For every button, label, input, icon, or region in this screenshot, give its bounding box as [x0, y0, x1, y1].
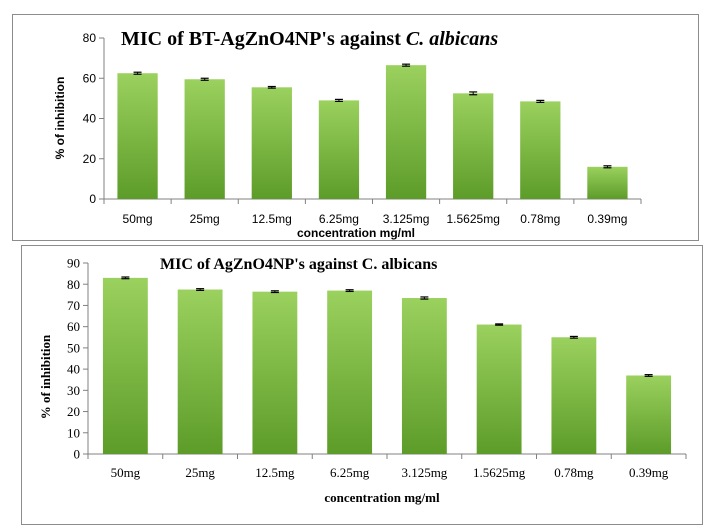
x-axis-label: concentration mg/ml: [297, 226, 415, 240]
y-tick-label: 40: [83, 112, 97, 126]
chart-panel-top: MIC of BT-AgZnO4NP's against C. albicans…: [12, 14, 699, 241]
x-tick-label: 12.5mg: [252, 212, 292, 226]
bar-0.78mg: [520, 101, 561, 199]
x-tick-label: 0.39mg: [629, 465, 669, 480]
bar-0.39mg: [587, 166, 628, 199]
y-axis-label: % of inhibition: [38, 334, 53, 419]
bar-chart-bt-agzno4np: MIC of BT-AgZnO4NP's against C. albicans…: [53, 28, 642, 240]
bar-25mg: [184, 79, 225, 199]
y-tick-label: 20: [67, 404, 80, 419]
y-tick-label: 0: [89, 192, 96, 206]
x-tick-label: 0.39mg: [587, 212, 627, 226]
y-tick-label: 40: [67, 362, 80, 377]
x-tick-label: 3.125mg: [401, 465, 447, 480]
x-tick-label: 0.78mg: [520, 212, 560, 226]
x-tick-label: 12.5mg: [255, 465, 295, 480]
bar-12.5mg: [251, 87, 292, 199]
y-tick-label: 20: [83, 152, 97, 166]
x-tick-label: 50mg: [123, 212, 153, 226]
y-tick-label: 60: [83, 71, 97, 85]
x-tick-label: 3.125mg: [383, 212, 430, 226]
x-tick-label: 1.5625mg: [473, 465, 526, 480]
y-tick-label: 70: [67, 298, 80, 313]
bar-6.25mg: [327, 290, 373, 454]
y-tick-label: 0: [74, 447, 81, 462]
chart-title: MIC of BT-AgZnO4NP's against C. albicans: [121, 28, 498, 50]
chart-title-italic: C. albicans: [406, 28, 498, 50]
x-tick-label: 6.25mg: [330, 465, 370, 480]
bar-50mg: [117, 73, 158, 199]
bar-25mg: [177, 289, 223, 454]
chart-title: MIC of AgZnO4NP's against C. albicans: [160, 256, 437, 273]
x-tick-label: 6.25mg: [319, 212, 359, 226]
bar-3.125mg: [385, 65, 427, 199]
chart-title-main: MIC of BT-AgZnO4NP's against: [121, 28, 401, 50]
y-tick-label: 80: [83, 31, 97, 45]
y-tick-label: 50: [67, 340, 80, 355]
y-tick-label: 60: [67, 319, 80, 334]
y-tick-label: 90: [67, 256, 80, 271]
bar-3.125mg: [401, 298, 447, 454]
x-tick-label: 1.5625mg: [447, 212, 500, 226]
chart-panel-bottom: MIC of AgZnO4NP's against C. albicans 0 1…: [21, 245, 703, 525]
x-tick-label: 25mg: [185, 465, 215, 480]
bar-6.25mg: [318, 100, 360, 199]
x-tick-label: 50mg: [111, 465, 141, 480]
bar-0.39mg: [626, 375, 672, 454]
y-tick-label: 10: [67, 425, 80, 440]
bar-12.5mg: [252, 291, 298, 454]
bar-chart-agzno4np: MIC of AgZnO4NP's against C. albicans 0 1…: [38, 256, 687, 505]
y-tick-label: 80: [67, 277, 80, 292]
bar-0.78mg: [551, 337, 597, 454]
y-axis-label: % of inhibition: [53, 77, 67, 160]
bar-1.5625mg: [476, 324, 522, 454]
y-tick-label: 30: [67, 383, 80, 398]
x-axis-label: concentration mg/ml: [324, 490, 440, 505]
bar-50mg: [102, 277, 148, 454]
x-tick-label: 25mg: [190, 212, 220, 226]
bar-1.5625mg: [453, 93, 494, 199]
x-tick-label: 0.78mg: [554, 465, 594, 480]
